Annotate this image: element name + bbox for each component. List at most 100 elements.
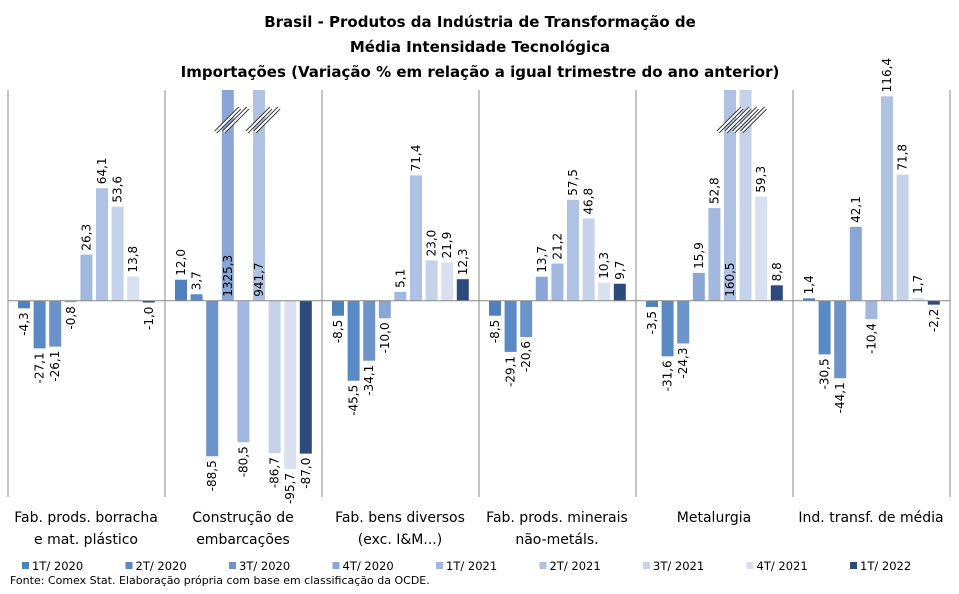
- data-label: 52,8: [707, 177, 721, 204]
- bar: [912, 297, 925, 301]
- data-label: 15,9: [692, 242, 706, 269]
- bar: [410, 175, 422, 301]
- legend-label: 4T/ 2020: [343, 559, 394, 573]
- bar: [80, 254, 93, 301]
- bar: [567, 199, 579, 301]
- data-label: -1,0: [142, 307, 156, 330]
- bar: [394, 291, 407, 301]
- data-label: -87,0: [299, 458, 313, 489]
- data-label: -3,5: [645, 311, 659, 334]
- data-label: 13,8: [126, 246, 140, 273]
- category-label: Fab. bens diversos (exc. I&M...): [335, 510, 465, 548]
- data-label: 13,7: [535, 246, 549, 273]
- bar: [755, 196, 768, 301]
- legend-swatch: [125, 562, 133, 569]
- data-label: 5,1: [393, 269, 407, 288]
- source-note: Fonte: Comex Stat. Elaboração própria co…: [10, 574, 430, 587]
- chart-title: Média Intensidade Tecnológica: [350, 38, 610, 56]
- data-label: -86,7: [268, 457, 282, 488]
- axis-break: [732, 107, 759, 133]
- bar: [96, 188, 108, 301]
- data-label: 26,3: [79, 224, 93, 251]
- bar: [64, 300, 77, 303]
- legend-swatch: [22, 562, 29, 569]
- bar: [504, 300, 517, 352]
- category-label: Ind. transf. de média: [798, 510, 944, 526]
- axis-break: [246, 107, 272, 133]
- category-label: Metalurgia: [676, 510, 752, 526]
- bar: [677, 300, 690, 344]
- legend-label: 2T/ 2021: [550, 559, 601, 573]
- axis-break: [725, 107, 751, 133]
- data-label: -8,5: [488, 320, 502, 343]
- category-label: Fab. prods. borracha e mat. plástico: [14, 510, 158, 548]
- bar: [299, 300, 312, 454]
- axis-break: [740, 107, 767, 133]
- data-label: -8,5: [331, 320, 345, 343]
- category-label: Construção de embarcações: [192, 510, 294, 548]
- data-label: 71,4: [409, 145, 423, 172]
- data-label: 42,1: [849, 196, 863, 223]
- data-label: -0,8: [64, 306, 78, 329]
- legend-label: 3T/ 2021: [653, 559, 704, 573]
- data-label: -31,6: [661, 360, 675, 391]
- bar: [849, 226, 862, 301]
- data-label: 53,6: [111, 176, 125, 203]
- axis-break: [254, 107, 280, 133]
- data-label: 1,7: [911, 275, 925, 294]
- bar: [551, 263, 564, 301]
- bar: [441, 262, 454, 301]
- bar: [127, 276, 140, 301]
- legend-swatch: [539, 562, 547, 569]
- data-label: 46,8: [582, 188, 596, 215]
- bar: [33, 300, 46, 349]
- legend-label: 4T/ 2021: [757, 559, 808, 573]
- bar: [332, 300, 344, 316]
- bar: [770, 285, 783, 301]
- legend-swatch: [643, 562, 650, 569]
- data-label: -27,1: [33, 352, 47, 383]
- bar: [425, 260, 438, 301]
- legend-swatch: [436, 562, 443, 569]
- data-label: 12,3: [456, 248, 470, 275]
- bar: [708, 208, 721, 301]
- data-label: 21,9: [440, 232, 454, 259]
- data-label: 71,8: [896, 144, 910, 171]
- bar: [253, 90, 265, 301]
- data-label: -10,0: [378, 322, 392, 353]
- data-label: 64,1: [95, 157, 109, 184]
- data-label: 57,5: [566, 169, 580, 196]
- bar: [582, 218, 595, 301]
- bar: [489, 300, 501, 316]
- data-label: -80,5: [236, 446, 250, 477]
- data-label: 12,0: [174, 249, 188, 276]
- data-label: -26,1: [48, 351, 62, 382]
- data-label: 941,7: [252, 262, 266, 296]
- chart-title: Brasil - Produtos da Indústria de Transf…: [264, 13, 696, 31]
- data-label: 9,7: [613, 261, 627, 280]
- data-label: -24,3: [676, 347, 690, 378]
- bar: [206, 300, 219, 457]
- bar: [896, 174, 909, 301]
- chart-subtitle: Importações (Variação % em relação a igu…: [181, 63, 780, 81]
- data-label: -2,2: [927, 309, 941, 332]
- data-label: 8,8: [770, 262, 784, 281]
- legend-swatch: [850, 562, 857, 569]
- bar: [347, 300, 360, 381]
- bar: [535, 276, 548, 301]
- bar: [363, 300, 376, 361]
- axis-break: [717, 107, 743, 133]
- bar: [111, 206, 124, 301]
- data-label: 21,2: [550, 233, 564, 260]
- data-label: 23,0: [425, 230, 439, 257]
- bar: [865, 300, 878, 320]
- category-label: Fab. prods. minerais não-metáls.: [486, 510, 628, 548]
- data-label: -45,5: [347, 385, 361, 416]
- data-label: 10,3: [597, 252, 611, 279]
- bar: [598, 282, 611, 301]
- bar: [834, 300, 847, 379]
- legend-swatch: [332, 562, 340, 569]
- data-label: -44,1: [833, 382, 847, 413]
- legend-label: 3T/ 2020: [239, 559, 290, 573]
